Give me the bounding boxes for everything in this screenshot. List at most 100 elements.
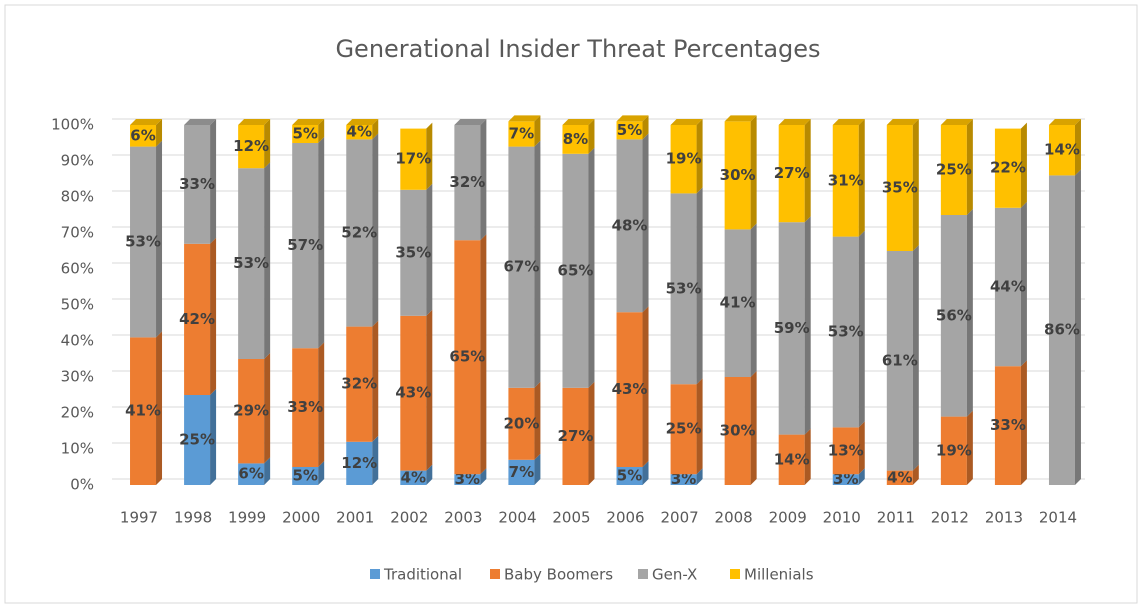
- bar-segment-side: [372, 119, 379, 140]
- data-label: 12%: [341, 454, 377, 472]
- bar-segment-side: [858, 230, 865, 428]
- x-tick-label: 2005: [552, 509, 590, 527]
- bar-segment: [454, 125, 481, 241]
- data-label: 3%: [833, 470, 858, 488]
- x-tick-label: 1999: [228, 509, 266, 527]
- bar-segment: [832, 125, 859, 237]
- bar-segment: [292, 467, 319, 485]
- y-tick-label: 80%: [61, 188, 94, 206]
- data-label: 25%: [179, 431, 215, 449]
- bar-segment: [670, 125, 697, 194]
- bar-segment: [1048, 125, 1075, 176]
- bar-segment-top: [292, 119, 325, 125]
- bar-segment-side: [696, 378, 703, 475]
- bar-segment-top: [508, 115, 541, 122]
- x-tick-label: 2006: [606, 509, 644, 527]
- data-label: 19%: [936, 441, 972, 459]
- bar-segment-side: [480, 119, 487, 241]
- bar-segment-top: [454, 119, 487, 125]
- x-tick-label: 2004: [498, 509, 536, 527]
- data-label: 5%: [617, 121, 642, 139]
- data-label: 33%: [287, 398, 323, 416]
- bar-segment-side: [372, 320, 379, 442]
- bar-segment-side: [264, 119, 271, 169]
- bar-segment-side: [210, 119, 217, 244]
- bar-segment: [940, 125, 967, 215]
- bar-segment-side: [588, 119, 595, 154]
- data-label: 3%: [455, 470, 480, 488]
- bar-segment: [724, 229, 751, 377]
- y-tick-label: 100%: [51, 116, 94, 134]
- bar-segment: [400, 470, 427, 485]
- bar-segment: [292, 125, 319, 143]
- bar-segment-side: [156, 119, 163, 147]
- bar-segment: [508, 459, 535, 485]
- bar-segment: [292, 143, 319, 349]
- data-label: 48%: [612, 216, 648, 234]
- bar-segment-side: [696, 468, 703, 485]
- bar-segment: [508, 387, 535, 460]
- bar-segment-side: [966, 119, 973, 215]
- bar-segment: [562, 387, 589, 485]
- data-label: 4%: [347, 123, 372, 141]
- bar-segment-side: [858, 468, 865, 485]
- bar-segment: [346, 125, 373, 140]
- legend-label: Traditional: [383, 566, 462, 584]
- data-label: 27%: [558, 427, 594, 445]
- x-tick-label: 1997: [120, 509, 158, 527]
- data-label: 31%: [828, 171, 864, 189]
- bar-segment: [346, 326, 373, 442]
- y-tick-label: 90%: [61, 152, 94, 170]
- bar-segment-side: [534, 115, 541, 147]
- bar-segment-top: [130, 119, 163, 125]
- bar-segment: [778, 434, 805, 485]
- bar-segment: [508, 121, 535, 147]
- x-tick-label: 2000: [282, 509, 320, 527]
- bar-segment-top: [346, 119, 379, 125]
- bar-segment: [778, 222, 805, 435]
- x-tick-label: 2008: [715, 509, 753, 527]
- data-label: 53%: [125, 233, 161, 251]
- data-label: 86%: [1044, 321, 1080, 339]
- bar-segment-side: [534, 381, 541, 460]
- x-tick-label: 2009: [769, 509, 807, 527]
- bar-segment-top: [184, 119, 217, 125]
- data-label: 56%: [936, 306, 972, 324]
- x-tick-label: 2003: [444, 509, 482, 527]
- bar-segment-side: [426, 183, 433, 316]
- x-tick-label: 2007: [660, 509, 698, 527]
- bar-segment: [670, 193, 697, 385]
- bar-segment-side: [912, 464, 919, 485]
- bar-segment-side: [696, 187, 703, 385]
- data-label: 6%: [238, 465, 263, 483]
- data-label: 42%: [179, 310, 215, 328]
- y-tick-label: 10%: [61, 440, 94, 458]
- data-label: 35%: [882, 179, 918, 197]
- bar-segment: [292, 348, 319, 467]
- bar-segment-side: [912, 245, 919, 471]
- chart-title: Generational Insider Threat Percentages: [335, 35, 820, 63]
- bar-segment: [238, 168, 265, 359]
- data-label: 65%: [558, 261, 594, 279]
- bar-segment: [670, 474, 697, 485]
- bar-segment-side: [1020, 360, 1027, 485]
- bar-segment-side: [318, 119, 325, 143]
- data-label: 53%: [828, 323, 864, 341]
- legend-swatch: [638, 569, 648, 579]
- data-label: 59%: [774, 319, 810, 337]
- bar-segment-side: [966, 410, 973, 485]
- data-label: 6%: [130, 126, 155, 144]
- x-tick-label: 2014: [1039, 509, 1077, 527]
- data-label: 20%: [503, 414, 539, 432]
- bar-segment-side: [264, 457, 271, 485]
- data-label: 4%: [887, 468, 912, 486]
- bar-segment-top: [238, 119, 271, 125]
- data-label: 33%: [990, 416, 1026, 434]
- data-label: 7%: [509, 125, 534, 143]
- legend-swatch: [370, 569, 380, 579]
- bar-segment-side: [642, 115, 649, 140]
- bar-segment-side: [858, 421, 865, 475]
- data-label: 35%: [395, 243, 431, 261]
- bar-segment: [940, 215, 967, 417]
- bar-segment-side: [696, 119, 703, 194]
